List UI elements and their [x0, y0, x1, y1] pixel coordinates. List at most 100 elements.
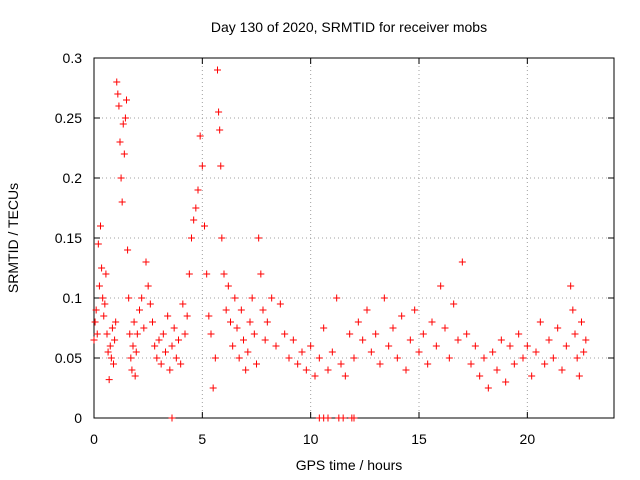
data-point — [582, 336, 590, 344]
data-point — [242, 366, 250, 374]
data-point — [519, 354, 527, 362]
data-point — [240, 336, 247, 344]
data-point — [183, 312, 191, 320]
data-point — [124, 246, 132, 254]
data-point — [528, 372, 536, 380]
data-point — [341, 372, 349, 380]
data-point — [541, 360, 549, 368]
data-point — [532, 348, 540, 356]
data-point — [133, 330, 141, 338]
data-point — [105, 376, 113, 384]
data-point — [214, 66, 221, 74]
data-point — [164, 312, 172, 320]
data-point — [428, 318, 436, 326]
data-point — [162, 348, 169, 356]
data-point — [121, 114, 129, 122]
data-point — [125, 294, 133, 302]
data-point — [489, 348, 497, 356]
y-tick-label: 0.2 — [63, 170, 83, 186]
data-point — [298, 348, 306, 356]
data-point — [216, 126, 224, 134]
data-point — [311, 372, 319, 380]
data-point — [91, 318, 99, 326]
data-point — [398, 312, 406, 320]
data-point — [328, 348, 336, 356]
data-point — [138, 294, 146, 302]
data-point — [281, 330, 289, 338]
data-point — [445, 354, 453, 362]
data-point — [339, 414, 347, 422]
data-point — [159, 330, 167, 338]
data-point — [110, 360, 117, 368]
data-point — [168, 414, 176, 422]
data-point — [237, 306, 245, 314]
chart-title: Day 130 of 2020, SRMTID for receiver mob… — [211, 19, 487, 35]
data-point — [227, 318, 234, 326]
data-point — [175, 336, 182, 344]
data-point — [155, 336, 163, 344]
data-point — [192, 204, 200, 212]
data-point — [406, 336, 414, 344]
data-point — [432, 342, 440, 350]
data-point — [149, 318, 156, 326]
data-point — [127, 354, 135, 362]
data-point — [222, 306, 230, 314]
axis-ticks: 0 5 10 15 20 0 0.05 0.1 0.15 0.2 0.25 0.3 — [55, 50, 614, 447]
data-point — [441, 324, 449, 332]
data-point — [545, 336, 553, 344]
data-point — [510, 360, 518, 368]
data-point — [250, 330, 258, 338]
data-point — [359, 336, 367, 344]
data-point — [231, 294, 239, 302]
data-point — [97, 222, 104, 230]
y-tick-label: 0.15 — [55, 230, 82, 246]
data-point — [100, 312, 108, 320]
data-point — [140, 324, 148, 332]
data-point — [255, 234, 263, 242]
data-point — [458, 258, 466, 266]
data-point — [151, 342, 159, 350]
data-point — [166, 366, 174, 374]
x-tick-label: 5 — [198, 431, 206, 447]
data-point — [253, 360, 260, 368]
data-point — [98, 264, 106, 272]
data-point — [257, 270, 265, 278]
data-point — [144, 282, 152, 290]
data-point — [99, 294, 107, 302]
data-point — [419, 330, 427, 338]
data-point — [123, 96, 130, 104]
data-point — [116, 138, 124, 146]
data-point — [569, 306, 577, 314]
data-point — [415, 348, 423, 356]
data-point — [92, 306, 100, 314]
data-point — [196, 132, 204, 140]
x-tick-label: 15 — [411, 431, 427, 447]
data-point — [111, 336, 119, 344]
data-point — [402, 366, 410, 374]
data-point — [119, 120, 127, 128]
data-point — [337, 360, 345, 368]
x-axis-label: GPS time / hours — [296, 457, 403, 473]
data-point — [181, 330, 189, 338]
data-point — [131, 372, 139, 380]
data-point — [411, 306, 419, 314]
data-point — [94, 240, 102, 248]
data-point — [246, 318, 254, 326]
data-point — [484, 384, 492, 392]
data-point — [367, 348, 375, 356]
data-point — [333, 294, 341, 302]
data-point — [142, 258, 150, 266]
data-point — [272, 342, 280, 350]
data-point — [450, 300, 458, 308]
data-point — [580, 348, 588, 356]
data-point — [126, 330, 134, 338]
grid — [94, 58, 614, 418]
data-point — [235, 354, 243, 362]
data-point — [118, 198, 126, 206]
data-point — [285, 354, 293, 362]
data-point — [207, 330, 215, 338]
data-point — [188, 234, 195, 242]
data-point — [104, 348, 112, 356]
data-point — [515, 330, 523, 338]
